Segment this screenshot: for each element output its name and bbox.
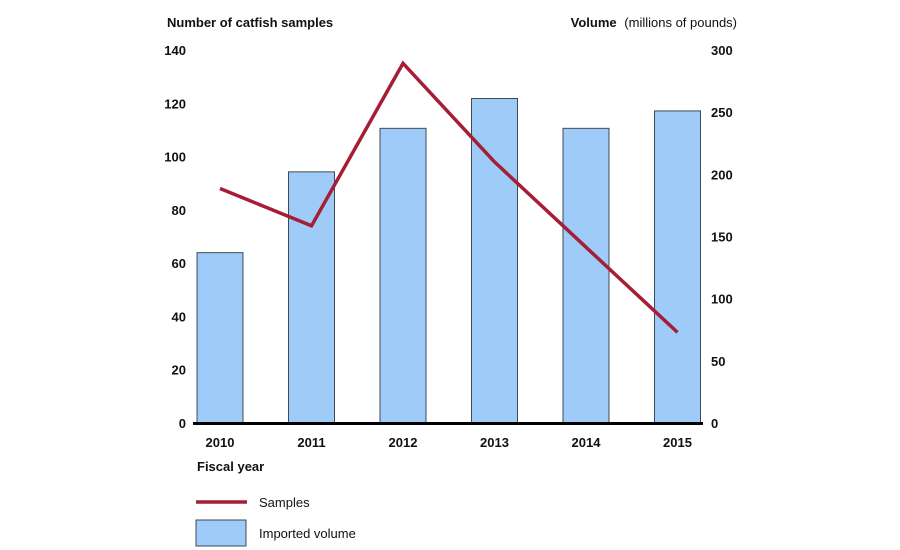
right-axis-title: Volume (millions of pounds) xyxy=(571,15,737,30)
right-tick-label: 0 xyxy=(711,416,718,431)
legend-samples-label: Samples xyxy=(259,495,310,510)
bar-2011 xyxy=(288,171,335,424)
left-tick-label: 120 xyxy=(164,96,186,111)
left-tick-label: 60 xyxy=(172,256,186,271)
bar-2013 xyxy=(471,97,518,424)
axis-titles: Number of catfish samples Volume (millio… xyxy=(167,15,737,30)
bar-2010 xyxy=(196,252,244,424)
right-tick-label: 200 xyxy=(711,167,733,182)
left-axis-title: Number of catfish samples xyxy=(167,15,333,30)
right-tick-label: 50 xyxy=(711,354,725,369)
legend: Samples Imported volume xyxy=(195,495,356,547)
bars xyxy=(196,97,701,424)
left-tick-label: 80 xyxy=(172,203,186,218)
legend-volume-label: Imported volume xyxy=(259,526,356,541)
x-axis-title: Fiscal year xyxy=(197,459,264,474)
left-tick-label: 140 xyxy=(164,43,186,58)
right-tick-label: 250 xyxy=(711,105,733,120)
right-ticks: 300 250 200 150 100 50 0 xyxy=(711,43,733,431)
left-tick-label: 20 xyxy=(172,363,186,378)
line-layer xyxy=(219,60,679,334)
x-tick-label: 2014 xyxy=(572,435,602,450)
right-axis-title-unit: (millions of pounds) xyxy=(624,15,737,30)
x-tick-label: 2012 xyxy=(389,435,418,450)
bar-2012 xyxy=(379,127,427,424)
right-tick-label: 300 xyxy=(711,43,733,58)
x-tick-label: 2011 xyxy=(297,435,325,450)
x-ticks: 2010 2011 2012 2013 2014 2015 xyxy=(206,435,692,450)
x-tick-label: 2010 xyxy=(206,435,235,450)
samples-line xyxy=(219,60,679,334)
right-tick-label: 100 xyxy=(711,292,733,307)
left-tick-label: 40 xyxy=(172,309,186,324)
x-tick-label: 2015 xyxy=(663,435,692,450)
right-tick-label: 150 xyxy=(711,230,733,245)
right-axis-title-main: Volume xyxy=(571,15,617,30)
x-tick-label: 2013 xyxy=(480,435,509,450)
bar-2014 xyxy=(562,127,610,424)
left-tick-label: 100 xyxy=(164,150,186,165)
bar-2015 xyxy=(654,110,701,424)
left-ticks: 140 120 100 80 60 40 20 0 xyxy=(164,43,186,431)
left-tick-label: 0 xyxy=(179,416,186,431)
legend-volume-swatch xyxy=(195,519,247,547)
